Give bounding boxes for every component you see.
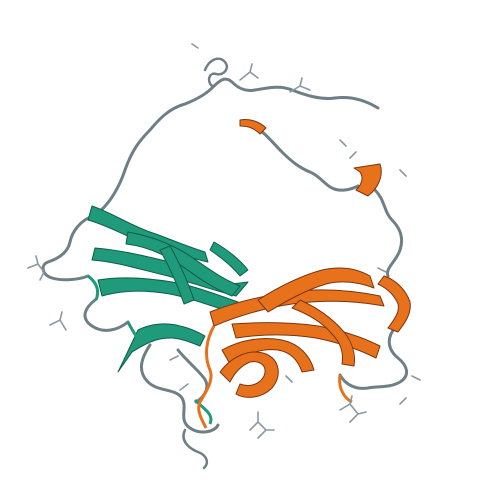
coil-right-side	[373, 188, 404, 278]
ligand-far-right	[399, 375, 421, 405]
small-molecule-sticks	[27, 43, 421, 439]
orange-strand-6	[291, 299, 355, 367]
teal-strand-6	[159, 245, 195, 305]
ligand-top	[191, 43, 259, 81]
coil-top-loop	[93, 77, 380, 217]
coil-top-knot	[203, 57, 229, 88]
ligand-right	[339, 139, 357, 159]
coil-center-link	[176, 348, 209, 404]
beta-sheet-domain-teal	[87, 205, 249, 425]
coil-bottom-center	[140, 343, 220, 434]
coil-left-lower	[83, 298, 130, 332]
teal-coil	[87, 274, 142, 343]
coil-left-loop	[41, 213, 97, 282]
teal-strand-5	[117, 323, 206, 373]
ligand-left-low	[49, 311, 67, 331]
teal-strand-1	[87, 205, 209, 263]
coil-bottom-tail	[182, 428, 209, 470]
orange-strand-3	[231, 322, 381, 359]
beta-sheet-domain-orange	[197, 119, 411, 429]
orange-strand-9	[377, 275, 411, 333]
orange-strand-5	[219, 351, 279, 398]
ligand-bottom-center	[249, 411, 275, 439]
ligand-top-right	[289, 77, 311, 93]
orange-coil	[197, 325, 216, 429]
teal-strand-7	[209, 241, 249, 277]
orange-strand-2	[257, 267, 375, 313]
ligand-center	[169, 355, 293, 391]
ligand-bottom-right	[339, 395, 367, 423]
orange-strand-7	[353, 163, 382, 197]
orange-strand-4	[221, 337, 315, 373]
ligand-left	[27, 255, 45, 281]
orange-strand-8	[239, 119, 267, 135]
coil-upper-right	[243, 120, 360, 192]
teal-coil-bottom	[193, 398, 213, 425]
ligand-right-mid	[377, 169, 407, 273]
